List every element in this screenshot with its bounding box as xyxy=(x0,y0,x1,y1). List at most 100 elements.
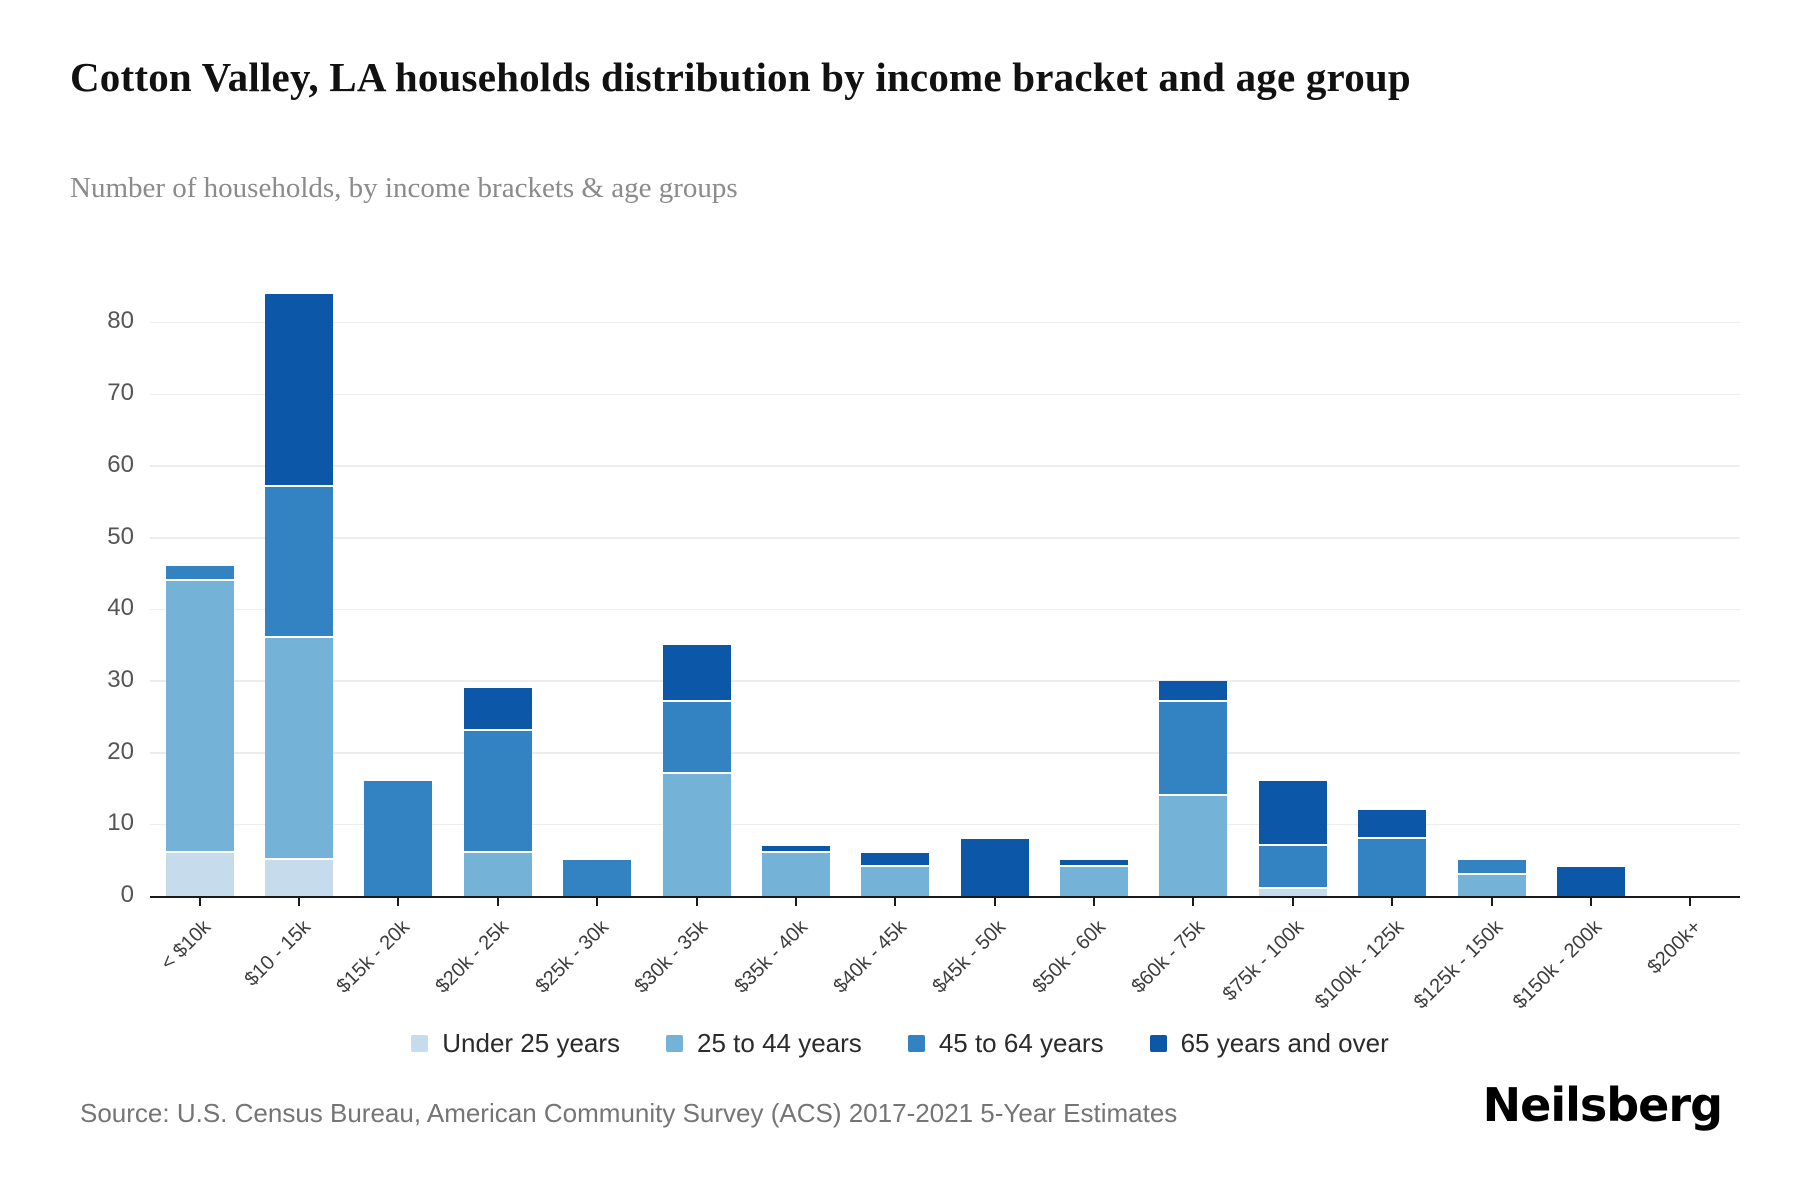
bar-segment xyxy=(265,637,334,861)
y-axis-tick-label: 50 xyxy=(107,522,134,550)
y-axis-tick-label: 70 xyxy=(107,379,134,407)
gridline xyxy=(150,823,1740,826)
bar-$20k - 25k xyxy=(463,688,532,896)
bar-$75k - 100k xyxy=(1258,781,1327,896)
legend-label: 25 to 44 years xyxy=(697,1028,862,1058)
gridline xyxy=(150,537,1740,539)
bar-segment xyxy=(1060,860,1129,868)
bar-$25k - 30k xyxy=(563,860,632,896)
gridline xyxy=(150,321,1740,324)
bar-$40k - 45k xyxy=(861,853,930,896)
bar-segment xyxy=(165,580,234,853)
bar-segment xyxy=(265,293,334,488)
bar-$125k - 150k xyxy=(1457,860,1526,896)
y-axis-tick-label: 30 xyxy=(107,665,134,693)
legend-label: 45 to 64 years xyxy=(938,1028,1104,1058)
bar-segment xyxy=(1060,867,1129,896)
x-axis-tick xyxy=(794,898,797,906)
bar-segment xyxy=(1457,874,1526,896)
bar-segment xyxy=(265,487,334,638)
x-axis-tick xyxy=(695,898,698,906)
x-axis-labels: < $10k $10 - 15k $15k - 20k $20k - 25k $25k … xyxy=(150,900,1740,1013)
brand-logo: Neilsberg xyxy=(1482,1078,1723,1132)
bar-$60k - 75k xyxy=(1159,680,1228,896)
gridline xyxy=(150,608,1740,611)
y-axis-tick-label: 20 xyxy=(107,737,134,765)
legend-label: 65 years and over xyxy=(1180,1028,1389,1058)
y-axis-tick-label: 60 xyxy=(107,450,134,478)
x-axis-tick xyxy=(198,898,201,906)
x-axis-label: $100k - 125k xyxy=(1310,916,1408,1014)
bar-segment xyxy=(662,645,731,703)
x-axis-tick xyxy=(1391,898,1394,906)
bar-$100k - 125k xyxy=(1358,809,1427,896)
legend-label: Under 25 years xyxy=(442,1028,621,1058)
x-axis-tick xyxy=(397,898,400,906)
plot-area: 0 10 20 30 40 50 60 70 80 xyxy=(107,255,1740,908)
gridline xyxy=(150,393,1740,396)
bar-segment xyxy=(364,781,433,896)
x-axis-tick xyxy=(496,898,499,906)
x-axis-label: $200k+ xyxy=(1643,916,1706,979)
bar-segment xyxy=(1556,867,1625,896)
source-text: Source: U.S. Census Bureau, American Com… xyxy=(80,1098,1178,1128)
x-axis-label: $45k - 50k xyxy=(928,916,1011,998)
x-axis-label: $30k - 35k xyxy=(630,916,713,998)
x-axis-label: $50k - 60k xyxy=(1028,916,1110,998)
y-axis-tick-label: 40 xyxy=(107,594,134,622)
y-axis-tick-label: 80 xyxy=(107,307,134,335)
bar-segment xyxy=(1159,680,1228,703)
bar-segment xyxy=(463,688,532,732)
x-axis-label: $20k - 25k xyxy=(431,916,514,998)
y-axis-tick-label: 0 xyxy=(120,881,134,908)
bar-$150k - 200k xyxy=(1556,867,1625,896)
x-axis-label: $10 - 15k xyxy=(240,916,315,991)
bar-segment xyxy=(463,852,532,896)
bar-segment xyxy=(1159,795,1228,896)
x-axis-label: $35k - 40k xyxy=(729,916,812,998)
x-axis-tick xyxy=(298,898,301,906)
legend-swatch-icon xyxy=(666,1035,684,1052)
bar-segment xyxy=(165,566,234,581)
bar-$30k - 35k xyxy=(662,645,731,896)
x-axis-tick xyxy=(596,898,599,906)
y-axis-tick-label: 10 xyxy=(107,809,134,837)
bar-segment xyxy=(463,731,532,853)
bar-segment xyxy=(1258,781,1327,846)
x-axis-label: $125k - 150k xyxy=(1409,916,1508,1014)
bar-segment xyxy=(761,845,830,853)
bar-segment xyxy=(1358,838,1427,896)
bar-segment xyxy=(1258,845,1327,889)
bar-$50k - 60k xyxy=(1060,860,1129,896)
x-axis-tick xyxy=(1689,898,1692,906)
bar-$35k - 40k xyxy=(761,845,830,896)
gridline xyxy=(150,752,1740,754)
bar-segment xyxy=(1159,702,1228,796)
bar-segment xyxy=(861,853,930,868)
x-axis-tick xyxy=(1192,898,1195,906)
x-axis-label: < $10k xyxy=(156,916,216,975)
x-axis-label: $25k - 30k xyxy=(531,916,613,998)
bar-segment xyxy=(563,860,632,896)
gridline xyxy=(150,680,1740,682)
chart-title: Cotton Valley, LA households distributio… xyxy=(70,54,1411,100)
x-axis-label: $75k - 100k xyxy=(1218,916,1309,1006)
bar-segment xyxy=(1457,860,1526,875)
x-axis-tick xyxy=(1093,898,1096,906)
bar-$45k - 50k xyxy=(960,838,1029,896)
legend-swatch-icon xyxy=(1149,1035,1167,1052)
bar-$10 - 15k xyxy=(265,293,334,896)
x-axis-label: $15k - 20k xyxy=(332,916,414,998)
x-axis-tick xyxy=(1490,898,1493,906)
legend-swatch-icon xyxy=(907,1035,925,1052)
bar-< $10k xyxy=(165,566,234,896)
bar-segment xyxy=(1258,888,1327,896)
x-axis-tick xyxy=(993,898,996,906)
bar-segment xyxy=(662,774,731,896)
x-axis-label: $60k - 75k xyxy=(1127,916,1209,998)
x-axis-tick xyxy=(1291,898,1294,906)
legend-item: Under 25 years xyxy=(411,1028,620,1059)
legend-item: 65 years and over xyxy=(1149,1028,1389,1059)
chart-subtitle: Number of households, by income brackets… xyxy=(70,172,738,204)
